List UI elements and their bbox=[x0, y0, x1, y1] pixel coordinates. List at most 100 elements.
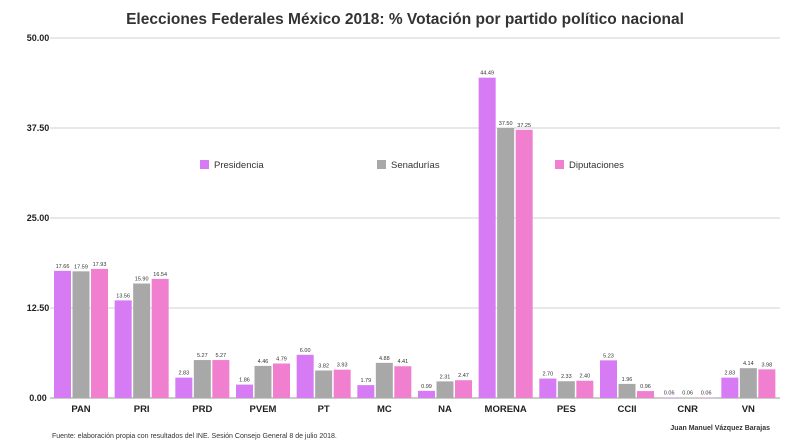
bar-pt-diputaciones bbox=[333, 369, 351, 398]
category-label: PES bbox=[557, 404, 576, 415]
legend-swatch-senadurías bbox=[377, 160, 386, 169]
y-tick-label: 0.00 bbox=[29, 393, 47, 403]
bar-pes-presidencia bbox=[539, 378, 557, 398]
value-label: 5.23 bbox=[603, 353, 614, 359]
bar-pan-senadurías bbox=[72, 271, 90, 398]
bar-prd-senadurías bbox=[193, 360, 211, 398]
value-label: 1.79 bbox=[360, 378, 371, 384]
bar-ccii-presidencia bbox=[600, 360, 617, 398]
bar-pt-presidencia bbox=[296, 354, 314, 398]
bar-morena-senadurías bbox=[497, 128, 515, 398]
value-label: 4.79 bbox=[276, 357, 287, 363]
bar-pri-senadurías bbox=[133, 283, 151, 398]
value-label: 2.83 bbox=[178, 371, 189, 377]
bar-pt-senadurías bbox=[315, 370, 333, 398]
value-label: 4.14 bbox=[743, 361, 754, 367]
author-credit: Juan Manuel Vázquez Barajas bbox=[670, 425, 770, 432]
value-label: 3.82 bbox=[318, 363, 329, 369]
value-label: 0.99 bbox=[421, 384, 432, 390]
value-label: 1.96 bbox=[622, 377, 633, 383]
y-tick-label: 37.50 bbox=[27, 123, 50, 133]
category-label: VN bbox=[742, 404, 755, 415]
y-axis-ticks: 0.00 12.50 25.00 37.50 50.00 bbox=[27, 33, 50, 403]
legend: Presidencia Senadurías Diputaciones bbox=[200, 160, 624, 171]
category-label: PAN bbox=[71, 404, 90, 415]
gridlines bbox=[50, 37, 780, 399]
bar-pri-diputaciones bbox=[151, 278, 169, 398]
y-tick-label: 25.00 bbox=[27, 213, 50, 223]
value-label: 44.49 bbox=[480, 71, 494, 77]
value-label: 17.59 bbox=[74, 264, 88, 270]
legend-swatch-presidencia bbox=[200, 160, 209, 169]
bar-ccii-diputaciones bbox=[637, 391, 654, 398]
legend-label: Senadurías bbox=[391, 160, 440, 171]
value-label: 2.83 bbox=[724, 371, 735, 377]
category-label: CNR bbox=[677, 404, 698, 415]
category-label: PVEM bbox=[250, 404, 277, 415]
bar-na-senadurías bbox=[436, 381, 454, 398]
legend-swatch-diputaciones bbox=[555, 160, 564, 169]
value-label: 37.25 bbox=[517, 123, 531, 129]
bar-morena-presidencia bbox=[478, 77, 496, 398]
bar-ccii-senadurías bbox=[618, 383, 636, 398]
value-label: 0.06 bbox=[664, 391, 675, 397]
category-label: PT bbox=[318, 404, 330, 415]
value-label: 6.00 bbox=[300, 348, 311, 354]
y-tick-label: 12.50 bbox=[27, 303, 50, 313]
bar-prd-presidencia bbox=[175, 377, 193, 398]
category-label: NA bbox=[438, 404, 452, 415]
value-label: 17.66 bbox=[56, 264, 70, 270]
value-label: 4.41 bbox=[397, 359, 408, 365]
bar-pvem-diputaciones bbox=[273, 363, 290, 398]
bar-na-diputaciones bbox=[455, 380, 472, 398]
value-label: 16.54 bbox=[153, 272, 167, 278]
bars bbox=[54, 77, 776, 399]
category-label: MORENA bbox=[485, 404, 527, 415]
value-label: 4.88 bbox=[379, 356, 390, 362]
category-label: PRI bbox=[134, 404, 150, 415]
bar-pri-presidencia bbox=[114, 300, 132, 398]
value-label: 17.93 bbox=[93, 262, 107, 268]
bar-mc-presidencia bbox=[357, 385, 375, 398]
value-label: 4.46 bbox=[258, 359, 269, 365]
bar-mc-senadurías bbox=[375, 362, 393, 398]
value-label: 37.50 bbox=[499, 121, 513, 127]
bar-mc-diputaciones bbox=[394, 366, 412, 398]
y-tick-label: 50.00 bbox=[27, 33, 50, 43]
bar-pes-diputaciones bbox=[576, 380, 594, 398]
bar-prd-diputaciones bbox=[212, 360, 230, 398]
value-label: 3.98 bbox=[761, 362, 772, 368]
bar-pan-presidencia bbox=[54, 270, 71, 398]
value-label: 15.90 bbox=[135, 277, 149, 283]
bar-morena-diputaciones bbox=[515, 129, 533, 399]
value-label: 3.93 bbox=[337, 363, 348, 369]
bar-vn-diputaciones bbox=[758, 369, 776, 398]
bar-vn-senadurías bbox=[739, 368, 757, 398]
category-label: CCII bbox=[618, 404, 637, 415]
value-label: 2.31 bbox=[440, 374, 451, 380]
category-labels: PAN PRI PRD PVEM PT MC NA MORENA PES CCII CNR VN bbox=[71, 404, 755, 415]
value-label: 0.96 bbox=[640, 384, 651, 390]
bar-na-presidencia bbox=[418, 390, 435, 398]
value-label: 1.86 bbox=[239, 378, 250, 384]
category-label: MC bbox=[377, 404, 392, 415]
bar-pvem-senadurías bbox=[254, 365, 272, 398]
value-label: 5.27 bbox=[215, 353, 226, 359]
value-labels: 17.66 17.59 17.93 13.56 15.90 16.54 2.83 5.27 5.… bbox=[56, 71, 773, 397]
bar-pes-senadurías bbox=[557, 381, 575, 398]
bar-pvem-presidencia bbox=[236, 384, 253, 398]
category-label: PRD bbox=[192, 404, 212, 415]
value-label: 2.40 bbox=[579, 374, 590, 380]
value-label: 13.56 bbox=[116, 293, 130, 299]
value-label: 2.70 bbox=[542, 372, 553, 378]
value-label: 2.47 bbox=[458, 373, 469, 379]
bar-pan-diputaciones bbox=[91, 268, 108, 398]
value-label: 0.06 bbox=[682, 391, 693, 397]
legend-label: Presidencia bbox=[214, 160, 264, 171]
value-label: 5.27 bbox=[197, 353, 208, 359]
chart-title: Elecciones Federales México 2018: % Vota… bbox=[126, 11, 684, 28]
value-label: 2.33 bbox=[561, 374, 572, 380]
source-note: Fuente: elaboración propia con resultado… bbox=[52, 433, 337, 440]
value-label: 0.06 bbox=[701, 391, 712, 397]
